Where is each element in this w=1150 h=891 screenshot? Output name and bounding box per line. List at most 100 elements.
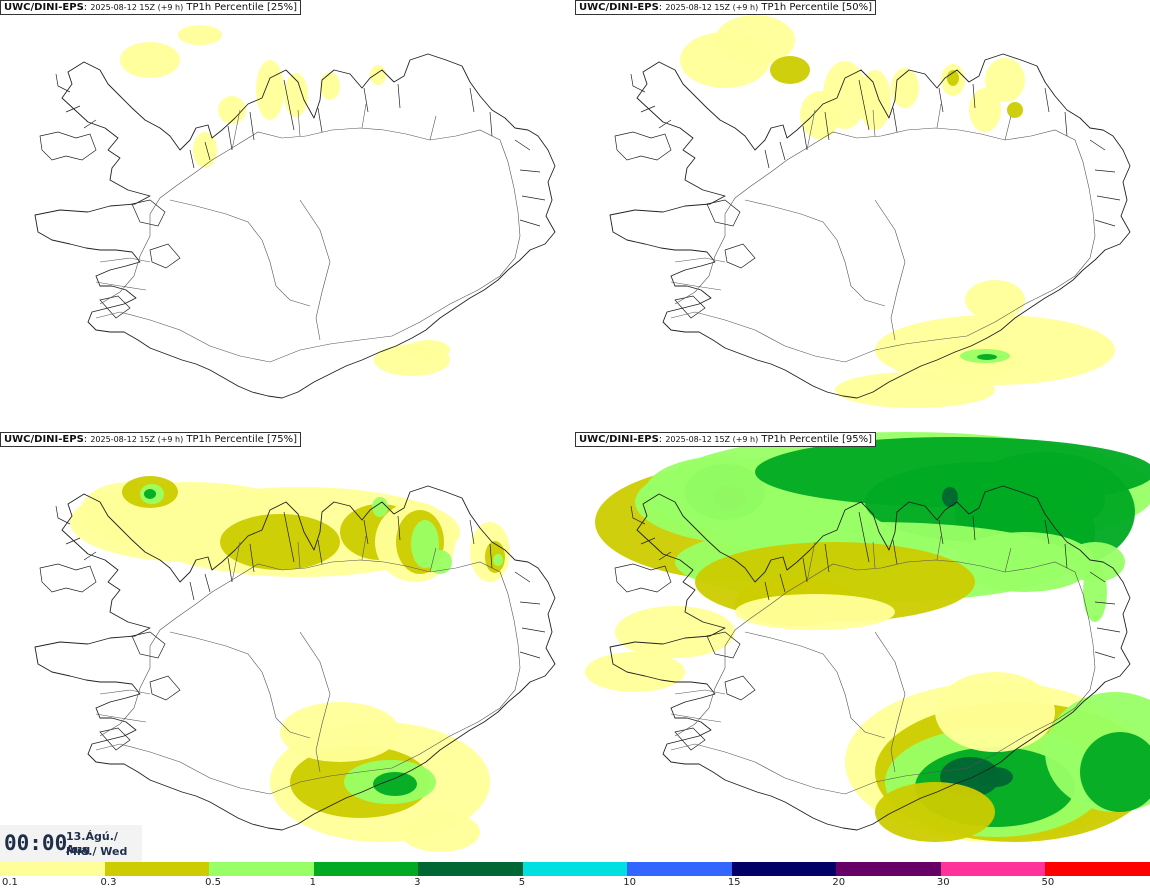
- coastline-detail: [99, 295, 131, 319]
- coastline-detail: [764, 543, 830, 601]
- precip-field: [585, 432, 1150, 842]
- panel-title: UWC/DINI-EPS: 2025-08-12 15Z (+9 h) TP1h…: [575, 0, 876, 15]
- coastline-detail: [469, 519, 546, 659]
- coastline-detail: [724, 243, 756, 269]
- coastline-detail: [189, 543, 255, 601]
- coastline-detail: [55, 73, 97, 129]
- legend-tick-label: 15: [727, 877, 741, 888]
- legend-tick-label: 20: [832, 877, 846, 888]
- coastline-detail: [764, 111, 830, 169]
- road: [95, 127, 521, 363]
- precip-area: [977, 767, 1013, 787]
- precip-area: [823, 61, 867, 129]
- coastline-detail: [630, 505, 672, 561]
- precip-area: [585, 652, 685, 692]
- precip-map: [34, 25, 556, 399]
- road: [95, 559, 521, 795]
- coastline-detail: [39, 563, 97, 593]
- color-legend: 0.1 0.3 0.5 1 3 5 10 15 20 30 50: [0, 862, 1150, 891]
- coastline-detail: [706, 631, 741, 659]
- panel-title: UWC/DINI-EPS: 2025-08-12 15Z (+9 h) TP1h…: [575, 432, 876, 447]
- map-panel-p95: UWC/DINI-EPS: 2025-08-12 15Z (+9 h) TP1h…: [575, 432, 1150, 862]
- coastline-detail: [674, 727, 706, 751]
- precip-map: [609, 15, 1131, 408]
- coastline-detail: [99, 727, 131, 751]
- precip-area: [218, 96, 246, 124]
- coastline-detail: [469, 87, 546, 227]
- legend-swatch: [209, 862, 315, 876]
- road: [231, 535, 437, 583]
- iceland-outline: [609, 485, 1131, 831]
- precip-area: [735, 594, 895, 630]
- coastline: [609, 53, 1131, 399]
- valid-date: 13.Ágú./ Aug: [66, 830, 118, 856]
- coastline-detail: [724, 675, 756, 701]
- road: [806, 103, 1012, 151]
- precip-area: [715, 15, 795, 65]
- legend-swatch: [627, 862, 733, 876]
- precip-map: [585, 432, 1150, 842]
- legend-swatch: [940, 862, 1047, 876]
- legend-tick-label: 10: [623, 877, 636, 888]
- legend-tick-label: 0.5: [205, 877, 221, 888]
- precip-area: [493, 554, 503, 566]
- precip-area: [178, 25, 222, 45]
- road: [299, 631, 331, 773]
- precip-field: [680, 15, 1115, 408]
- iceland-outline: [609, 53, 1131, 399]
- legend-swatch: [731, 862, 838, 876]
- legend-tick-label: 50: [1041, 877, 1055, 888]
- legend-swatch: [1045, 862, 1150, 876]
- coastline-detail: [1044, 87, 1121, 227]
- precip-area: [1007, 102, 1023, 118]
- map-panel-p75: UWC/DINI-EPS: 2025-08-12 15Z (+9 h) TP1h…: [0, 432, 575, 862]
- coastline-detail: [131, 631, 166, 659]
- iceland-outline: [34, 485, 556, 831]
- precip-area: [969, 88, 1001, 132]
- road: [169, 631, 311, 739]
- precip-area: [220, 514, 340, 570]
- coastline-detail: [131, 199, 166, 227]
- legend-tick-label: 0.1: [2, 877, 18, 888]
- legend-swatch: [836, 862, 942, 876]
- coastline-detail: [614, 131, 672, 161]
- coastline-detail: [1044, 519, 1121, 659]
- coastline-detail: [283, 79, 401, 133]
- precip-map: [34, 476, 556, 852]
- road: [806, 535, 1012, 583]
- road: [670, 257, 726, 291]
- precip-area: [985, 58, 1025, 102]
- precip-area: [193, 132, 217, 168]
- precip-area: [120, 42, 180, 78]
- coastline-detail: [858, 511, 976, 565]
- precip-area: [835, 372, 995, 408]
- precip-area: [859, 70, 891, 130]
- coastline-detail: [858, 79, 976, 133]
- map-panel-p50: UWC/DINI-EPS: 2025-08-12 15Z (+9 h) TP1h…: [575, 0, 1150, 430]
- road: [874, 631, 906, 773]
- road: [670, 127, 1096, 363]
- valid-time: 00:00: [4, 831, 68, 855]
- coastline-detail: [55, 505, 97, 561]
- precip-area: [977, 354, 997, 360]
- road: [670, 689, 726, 723]
- valid-day: Mið./ Wed: [66, 845, 128, 858]
- road: [744, 631, 886, 739]
- coastline-detail: [283, 511, 401, 565]
- legend-swatch: [522, 862, 629, 876]
- precip-area: [942, 487, 958, 507]
- panel-title: UWC/DINI-EPS: 2025-08-12 15Z (+9 h) TP1h…: [0, 432, 301, 447]
- precip-area: [280, 702, 400, 762]
- precip-field: [70, 476, 510, 852]
- road: [299, 199, 331, 341]
- precip-area: [373, 772, 417, 796]
- coastline-detail: [39, 131, 97, 161]
- coastline-detail: [189, 111, 255, 169]
- precip-area: [1083, 562, 1107, 622]
- precip-area: [965, 280, 1025, 320]
- legend-swatch: [104, 862, 211, 876]
- coastline-detail: [706, 199, 741, 227]
- precip-area: [284, 73, 308, 117]
- precip-area: [770, 56, 810, 84]
- road: [670, 559, 1096, 795]
